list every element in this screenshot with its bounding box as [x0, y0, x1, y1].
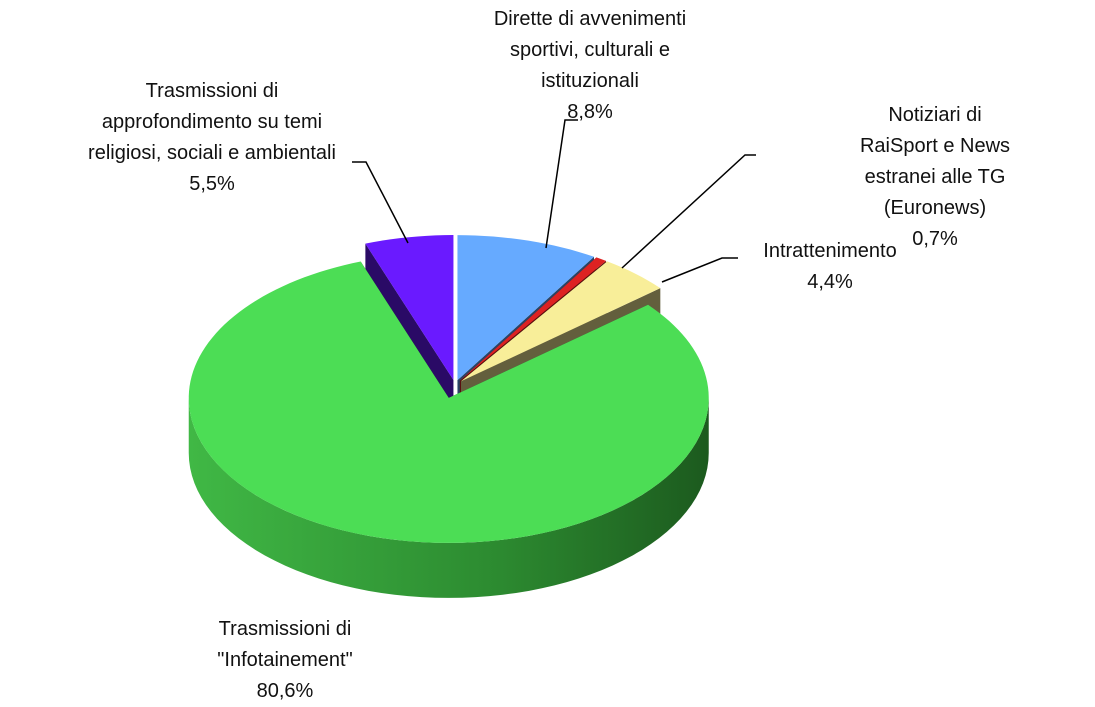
slice	[457, 235, 595, 381]
slice-label: Trasmissioni di approfondimento su temi …	[88, 80, 336, 195]
leader-line	[661, 257, 738, 283]
slice-label: Notiziari di RaiSport e News estranei al…	[859, 104, 1011, 250]
slice	[188, 261, 709, 543]
slice	[461, 261, 661, 382]
slice-label: Trasmissioni di "Infotainement" 80,6%	[217, 618, 353, 702]
slice	[459, 257, 607, 381]
leader-line	[545, 119, 578, 249]
slice-wall	[188, 397, 709, 598]
slice	[365, 235, 454, 381]
leader-line	[621, 154, 756, 269]
slice-label: Dirette di avvenimenti sportivi, cultura…	[493, 8, 687, 123]
leader-line	[352, 161, 409, 244]
slice-label: Intrattenimento 4,4%	[763, 240, 897, 293]
